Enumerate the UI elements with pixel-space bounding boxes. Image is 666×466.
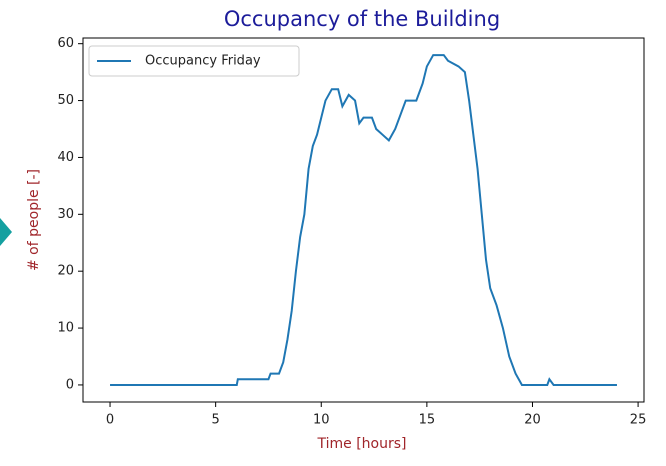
- plot-frame: [82, 37, 645, 403]
- y-tick-label: 40: [57, 150, 74, 165]
- y-tick-label: 10: [57, 321, 74, 336]
- legend-box: [88, 45, 300, 77]
- y-tick-label: 20: [57, 264, 74, 279]
- chart-title: Occupancy of the Building: [224, 7, 500, 31]
- data-line: [110, 54, 617, 386]
- x-tick-label: 25: [630, 413, 647, 428]
- y-tick-label: 30: [57, 207, 74, 222]
- y-tick-label: 0: [66, 377, 74, 392]
- x-tick-label: 5: [212, 413, 220, 428]
- y-tick-label: 50: [57, 93, 74, 108]
- y-tick-label: 60: [57, 36, 74, 51]
- legend-label: Occupancy Friday: [145, 54, 261, 69]
- y-axis-label: # of people [-]: [26, 169, 42, 271]
- side-handle: [0, 218, 12, 246]
- x-tick-label: 15: [419, 413, 436, 428]
- x-tick-label: 20: [524, 413, 541, 428]
- x-axis-label: Time [hours]: [317, 436, 407, 452]
- x-tick-label: 10: [313, 413, 330, 428]
- x-tick-label: 0: [106, 413, 114, 428]
